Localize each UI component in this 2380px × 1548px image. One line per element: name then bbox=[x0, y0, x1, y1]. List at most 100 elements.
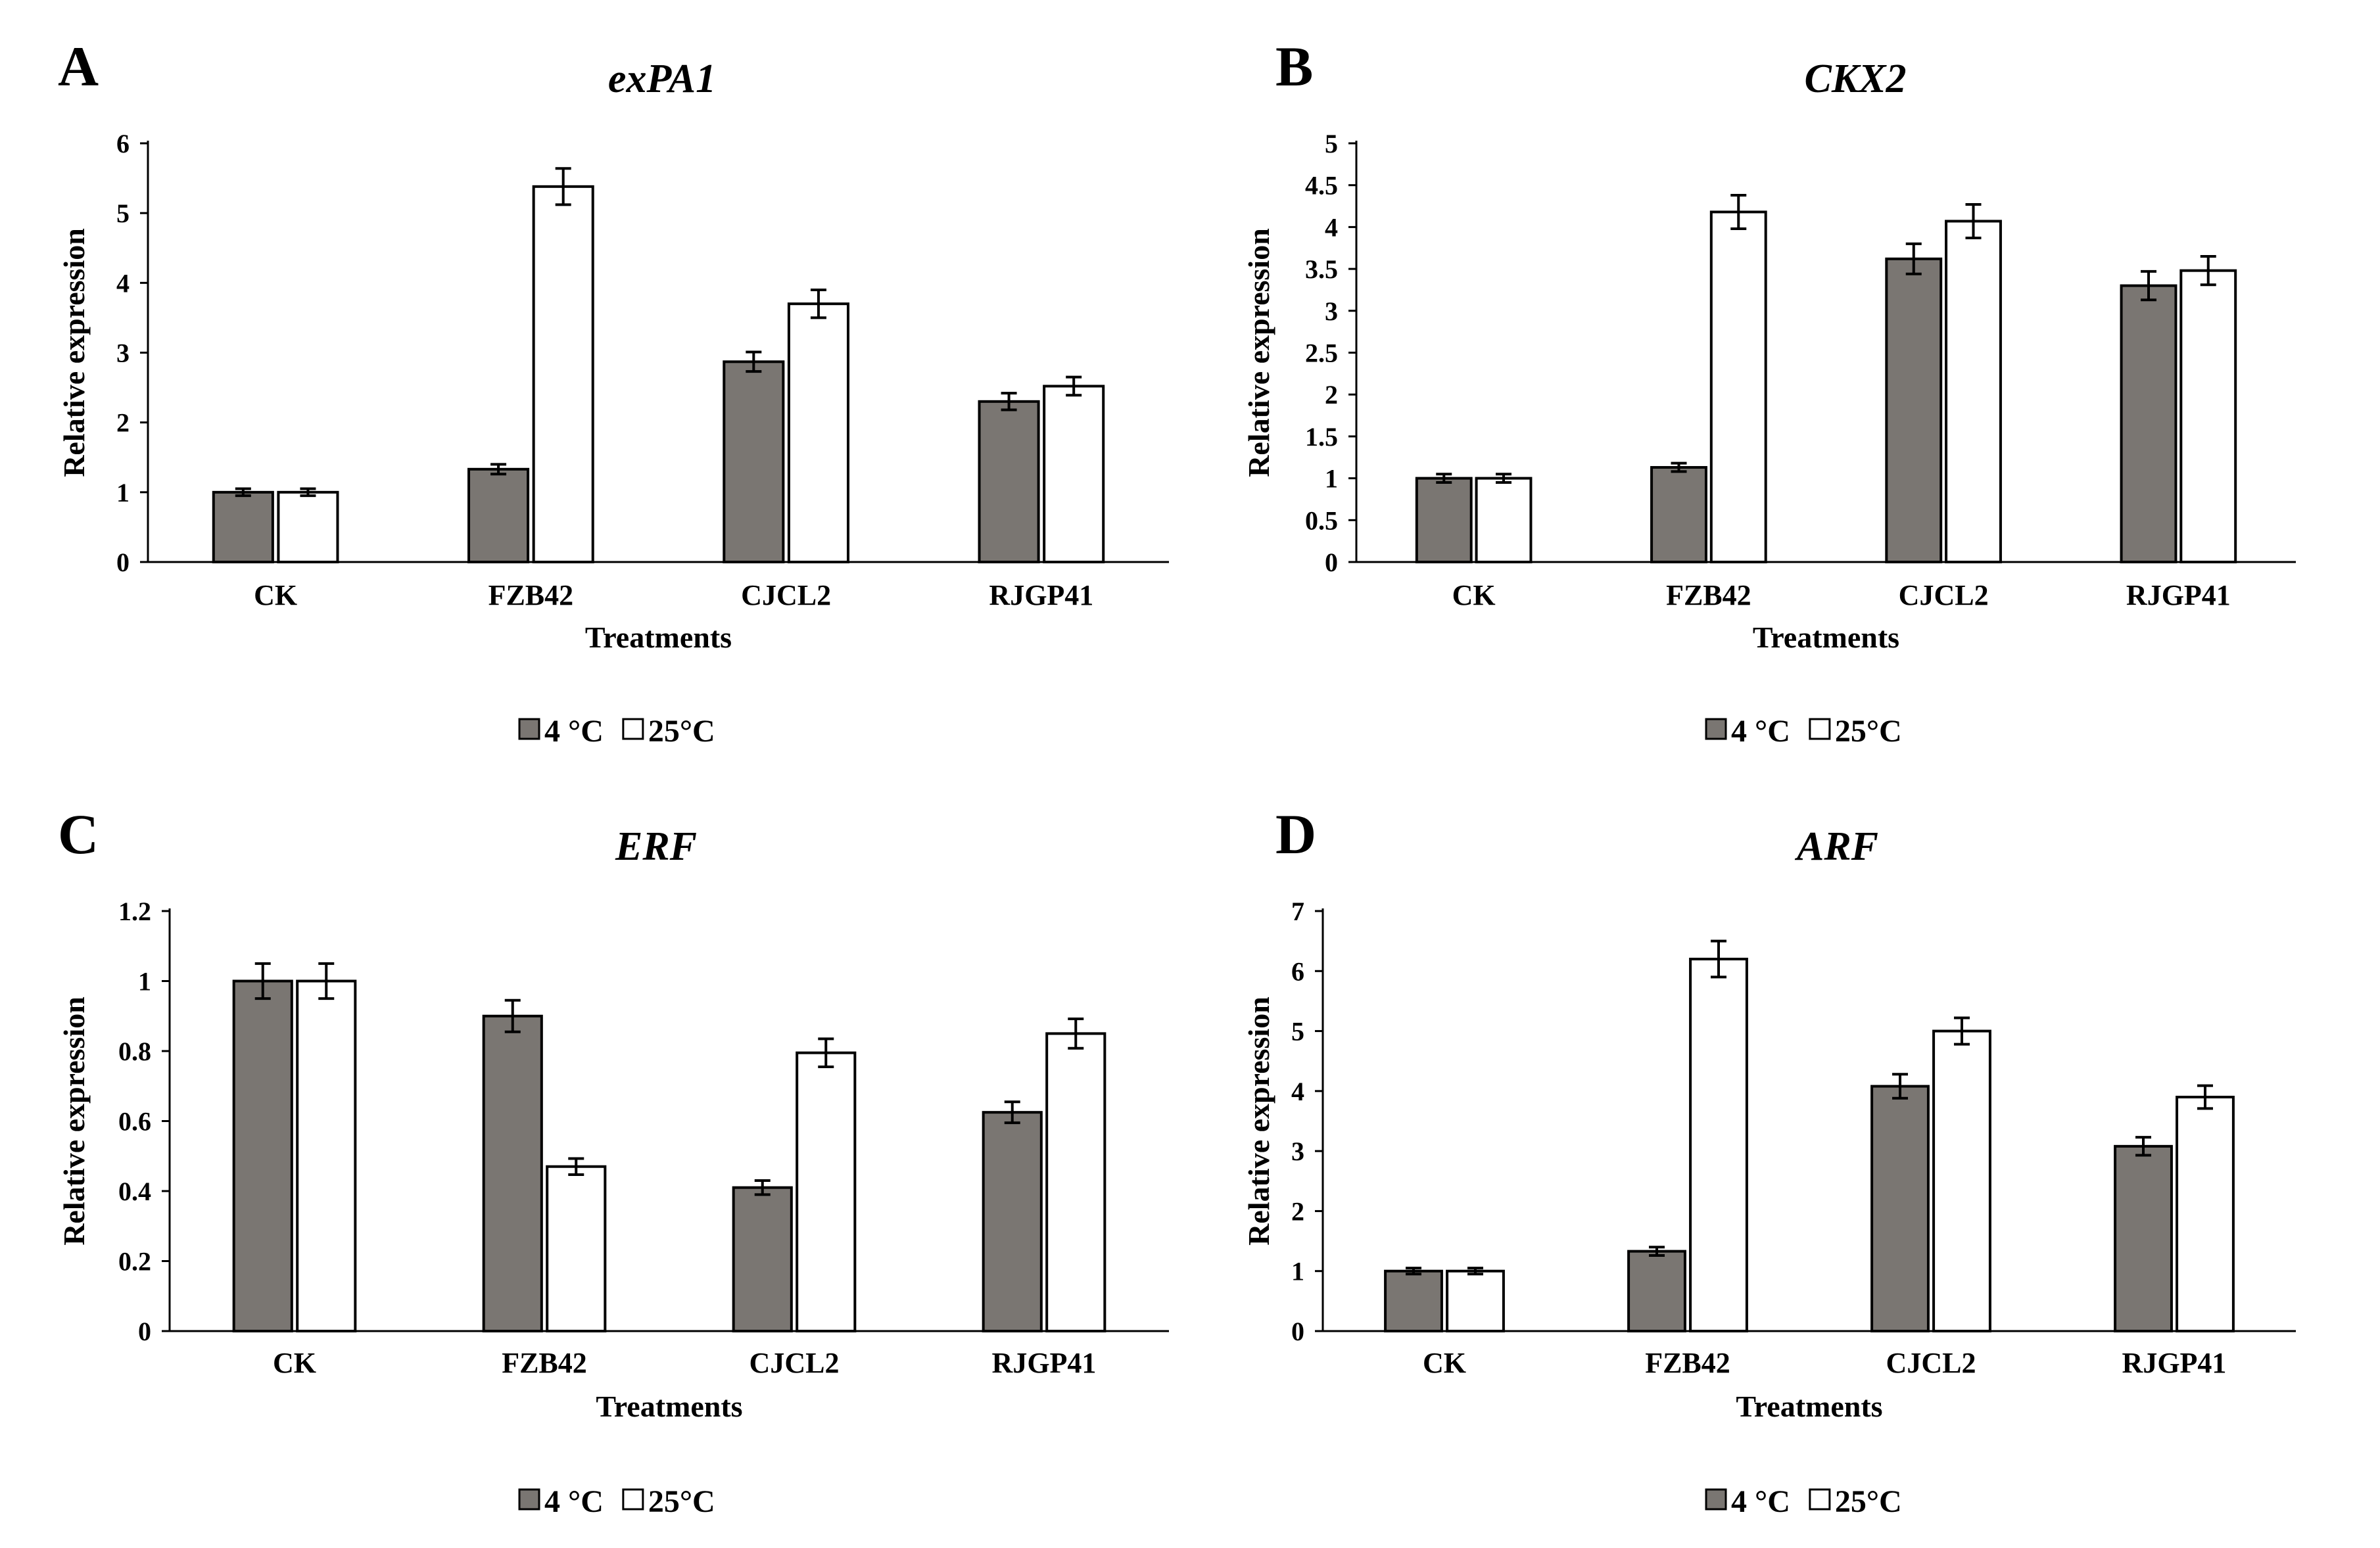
bar-4c-cjcl2 bbox=[732, 1186, 793, 1333]
y-tick-label: 1 bbox=[1291, 1257, 1304, 1286]
y-tick-label: 1 bbox=[116, 478, 130, 507]
category-label: CK bbox=[1452, 579, 1496, 611]
bar-4c-rjgp41 bbox=[2114, 1144, 2173, 1332]
chart-title: ERF bbox=[615, 824, 697, 869]
bar-25c-fzb42 bbox=[1709, 210, 1767, 563]
y-tick-label: 5 bbox=[1325, 129, 1338, 158]
category-label: CK bbox=[1423, 1347, 1466, 1379]
legend-label: 4 °C bbox=[1731, 714, 1790, 749]
legend-label: 25°C bbox=[648, 1484, 715, 1519]
bar-4c-rjgp41 bbox=[2120, 284, 2178, 563]
legend-swatch-25c bbox=[1809, 1488, 1831, 1511]
y-tick-label: 4 bbox=[1325, 212, 1338, 242]
category-label: CJCL2 bbox=[1886, 1347, 1976, 1379]
chart-title: exPA1 bbox=[608, 57, 716, 101]
x-axis-title: Treatments bbox=[1753, 621, 1899, 654]
panel-letter: C bbox=[58, 803, 99, 866]
bar-25c-fzb42 bbox=[532, 185, 594, 564]
y-tick-label: 0.8 bbox=[118, 1037, 151, 1066]
y-tick-label: 3 bbox=[116, 339, 130, 368]
bar-25c-cjcl2 bbox=[787, 302, 849, 563]
y-tick-label: 2 bbox=[1291, 1196, 1304, 1226]
legend-swatch-4c bbox=[518, 1488, 540, 1511]
category-label: RJGP41 bbox=[992, 1347, 1097, 1379]
y-tick-label: 0.2 bbox=[118, 1247, 151, 1277]
x-axis-title: Treatments bbox=[596, 1390, 742, 1423]
y-tick-label: 0 bbox=[1291, 1317, 1304, 1346]
panel-letter: A bbox=[58, 35, 99, 98]
legend: 4 °C 25°C bbox=[1705, 1484, 1902, 1519]
y-tick-label: 1 bbox=[1325, 464, 1338, 494]
bar-4c-cjcl2 bbox=[1870, 1085, 1930, 1333]
bar-4c-cjcl2 bbox=[1885, 257, 1943, 563]
bar-4c-ck bbox=[232, 979, 293, 1332]
chart-panel-d: D ARF 0 1 2 3 4 5 6 7 CK FZB42 CJCL2 RJGP41 Treatments… bbox=[1242, 803, 2296, 1519]
chart-title: ARF bbox=[1794, 824, 1878, 869]
category-label: CK bbox=[254, 579, 297, 611]
bar-4c-fzb42 bbox=[1650, 466, 1707, 564]
y-tick-label: 0.5 bbox=[1305, 505, 1338, 535]
legend-swatch-4c bbox=[518, 718, 540, 740]
bar-25c-ck bbox=[1446, 1269, 1505, 1332]
y-tick-label: 5 bbox=[116, 199, 130, 228]
legend-swatch-25c bbox=[622, 718, 644, 740]
y-tick-label: 0 bbox=[116, 548, 130, 577]
bar-25c-rjgp41 bbox=[1043, 385, 1105, 564]
y-tick-label: 1 bbox=[138, 967, 151, 997]
y-tick-label: 3.5 bbox=[1305, 254, 1338, 284]
bar-25c-cjcl2 bbox=[1945, 220, 2002, 563]
bar-25c-fzb42 bbox=[546, 1165, 607, 1332]
x-axis-title: Treatments bbox=[585, 621, 732, 654]
bar-4c-cjcl2 bbox=[723, 360, 785, 564]
y-tick-label: 3 bbox=[1325, 296, 1338, 326]
x-axis-title: Treatments bbox=[1736, 1390, 1882, 1423]
legend-label: 25°C bbox=[1835, 1484, 1902, 1519]
y-tick-label: 4 bbox=[116, 268, 130, 298]
y-tick-label: 0.4 bbox=[118, 1177, 151, 1206]
y-axis-title: Relative expression bbox=[57, 228, 91, 477]
legend: 4 °C 25°C bbox=[1705, 714, 1902, 749]
y-tick-label: 5 bbox=[1291, 1017, 1304, 1046]
y-axis-title: Relative expression bbox=[1242, 997, 1275, 1246]
legend-swatch-4c bbox=[1705, 1488, 1727, 1511]
legend-swatch-4c bbox=[1705, 718, 1727, 740]
chart-panel-b: B CKX2 0 0.5 1 1.5 2 2.5 3 3.5 4 4.5 5 CK FZB42 CJCL2 RJ… bbox=[1242, 35, 2296, 749]
bar-4c-rjgp41 bbox=[982, 1111, 1043, 1332]
category-label: RJGP41 bbox=[989, 579, 1093, 611]
bar-25c-ck bbox=[1475, 477, 1533, 563]
category-label: FZB42 bbox=[1645, 1347, 1730, 1379]
y-tick-label: 4.5 bbox=[1305, 171, 1338, 200]
legend-label: 4 °C bbox=[544, 1484, 604, 1519]
y-tick-label: 6 bbox=[1291, 956, 1304, 986]
category-label: FZB42 bbox=[488, 579, 574, 611]
legend-label: 4 °C bbox=[544, 714, 604, 749]
bar-4c-rjgp41 bbox=[978, 400, 1040, 563]
bar-25c-cjcl2 bbox=[796, 1051, 857, 1332]
category-label: CJCL2 bbox=[741, 579, 831, 611]
y-axis-title: Relative expression bbox=[1242, 228, 1275, 477]
category-label: RJGP41 bbox=[2126, 579, 2231, 611]
y-tick-label: 1.2 bbox=[118, 897, 151, 926]
chart-panel-c: C ERF 0 0.2 0.4 0.6 0.8 1 1.2 CK FZB42 CJCL2 RJGP41 T… bbox=[57, 803, 1169, 1519]
y-tick-label: 2.5 bbox=[1305, 339, 1338, 368]
bar-25c-ck bbox=[296, 979, 357, 1332]
category-label: CK bbox=[273, 1347, 316, 1379]
category-label: RJGP41 bbox=[2122, 1347, 2227, 1379]
legend: 4 °C 25°C bbox=[518, 1484, 715, 1519]
y-tick-label: 2 bbox=[116, 408, 130, 438]
y-tick-label: 1.5 bbox=[1305, 422, 1338, 452]
bar-4c-ck bbox=[1415, 477, 1473, 563]
y-tick-label: 4 bbox=[1291, 1077, 1304, 1106]
category-label: FZB42 bbox=[1666, 579, 1751, 611]
y-tick-label: 3 bbox=[1291, 1137, 1304, 1166]
bar-4c-fzb42 bbox=[467, 467, 530, 563]
y-tick-label: 6 bbox=[116, 129, 130, 158]
y-tick-label: 0 bbox=[1325, 548, 1338, 577]
bar-25c-rjgp41 bbox=[2176, 1095, 2235, 1332]
bar-25c-ck bbox=[277, 490, 339, 563]
bar-4c-ck bbox=[212, 490, 274, 563]
y-tick-label: 0.6 bbox=[118, 1107, 151, 1137]
bar-25c-fzb42 bbox=[1689, 958, 1748, 1332]
